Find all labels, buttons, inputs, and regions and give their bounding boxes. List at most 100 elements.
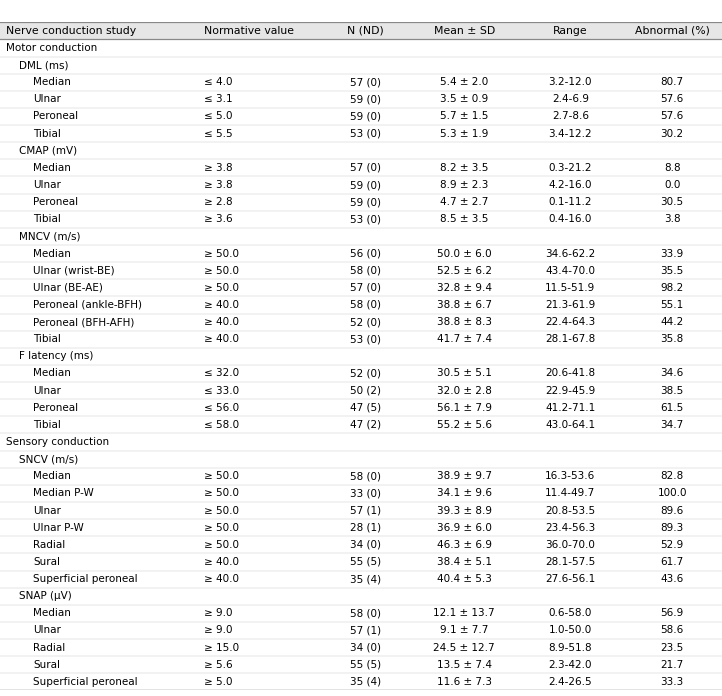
Text: 57.6: 57.6	[661, 111, 684, 122]
Text: Ulnar (BE-AE): Ulnar (BE-AE)	[33, 283, 103, 293]
Text: 36.0-70.0: 36.0-70.0	[545, 540, 596, 550]
Text: 5.3 ± 1.9: 5.3 ± 1.9	[440, 129, 489, 139]
Text: 38.4 ± 5.1: 38.4 ± 5.1	[437, 557, 492, 567]
Text: 8.9 ± 2.3: 8.9 ± 2.3	[440, 180, 489, 190]
Text: 55.1: 55.1	[661, 300, 684, 310]
Text: Sensory conduction: Sensory conduction	[6, 437, 109, 447]
Text: 41.2-71.1: 41.2-71.1	[545, 403, 596, 413]
Text: 3.4-12.2: 3.4-12.2	[549, 129, 592, 139]
Text: 98.2: 98.2	[661, 283, 684, 293]
Text: 28.1-57.5: 28.1-57.5	[545, 557, 596, 567]
Text: ≥ 9.0: ≥ 9.0	[204, 608, 232, 618]
Text: ≤ 32.0: ≤ 32.0	[204, 368, 240, 379]
Text: 59 (0): 59 (0)	[350, 111, 381, 122]
Text: 8.5 ± 3.5: 8.5 ± 3.5	[440, 214, 489, 224]
Text: Tibial: Tibial	[33, 420, 61, 430]
Text: ≥ 50.0: ≥ 50.0	[204, 523, 239, 532]
Text: 34.6: 34.6	[661, 368, 684, 379]
Text: ≥ 50.0: ≥ 50.0	[204, 540, 239, 550]
Text: 80.7: 80.7	[661, 77, 684, 87]
Text: 34.1 ± 9.6: 34.1 ± 9.6	[437, 489, 492, 498]
Text: Sural: Sural	[33, 660, 60, 670]
Text: 5.7 ± 1.5: 5.7 ± 1.5	[440, 111, 489, 122]
Text: 28.1-67.8: 28.1-67.8	[545, 334, 596, 345]
Text: 55 (5): 55 (5)	[350, 660, 381, 670]
Text: Median: Median	[33, 471, 71, 481]
Text: 34 (0): 34 (0)	[350, 540, 381, 550]
Text: ≥ 40.0: ≥ 40.0	[204, 557, 239, 567]
Text: 58 (0): 58 (0)	[350, 266, 381, 276]
Text: 3.2-12.0: 3.2-12.0	[549, 77, 592, 87]
Text: 2.4-6.9: 2.4-6.9	[552, 95, 589, 104]
Text: 34.6-62.2: 34.6-62.2	[545, 248, 596, 258]
Text: 39.3 ± 8.9: 39.3 ± 8.9	[437, 505, 492, 516]
Text: Ulnar (wrist-BE): Ulnar (wrist-BE)	[33, 266, 115, 276]
Text: Median P-W: Median P-W	[33, 489, 94, 498]
Text: Radial: Radial	[33, 540, 66, 550]
Text: 27.6-56.1: 27.6-56.1	[545, 574, 596, 584]
Text: 52 (0): 52 (0)	[350, 368, 381, 379]
Text: 32.8 ± 9.4: 32.8 ± 9.4	[437, 283, 492, 293]
Text: Ulnar P-W: Ulnar P-W	[33, 523, 84, 532]
Text: 21.3-61.9: 21.3-61.9	[545, 300, 596, 310]
Text: 46.3 ± 6.9: 46.3 ± 6.9	[437, 540, 492, 550]
Text: Abnormal (%): Abnormal (%)	[635, 26, 710, 35]
Text: Nerve conduction study: Nerve conduction study	[6, 26, 136, 35]
Text: Tibial: Tibial	[33, 129, 61, 139]
Text: 32.0 ± 2.8: 32.0 ± 2.8	[437, 386, 492, 395]
Text: 35 (4): 35 (4)	[350, 677, 381, 687]
Text: Mean ± SD: Mean ± SD	[434, 26, 495, 35]
Text: 2.4-26.5: 2.4-26.5	[549, 677, 592, 687]
Text: Superficial peroneal: Superficial peroneal	[33, 677, 138, 687]
Text: 53 (0): 53 (0)	[350, 334, 381, 345]
Text: ≥ 50.0: ≥ 50.0	[204, 266, 239, 276]
Text: ≥ 50.0: ≥ 50.0	[204, 248, 239, 258]
Text: ≤ 33.0: ≤ 33.0	[204, 386, 240, 395]
Text: 58.6: 58.6	[661, 626, 684, 635]
Text: SNAP (µV): SNAP (µV)	[19, 591, 71, 601]
Text: 30.5: 30.5	[661, 197, 684, 207]
Text: 58 (0): 58 (0)	[350, 471, 381, 481]
Text: 56 (0): 56 (0)	[350, 248, 381, 258]
Text: 47 (5): 47 (5)	[350, 403, 381, 413]
Text: 2.7-8.6: 2.7-8.6	[552, 111, 589, 122]
Text: 82.8: 82.8	[661, 471, 684, 481]
Text: 24.5 ± 12.7: 24.5 ± 12.7	[433, 642, 495, 653]
Text: 41.7 ± 7.4: 41.7 ± 7.4	[437, 334, 492, 345]
Text: ≥ 40.0: ≥ 40.0	[204, 317, 239, 327]
Text: ≤ 58.0: ≤ 58.0	[204, 420, 240, 430]
Text: ≥ 3.8: ≥ 3.8	[204, 180, 233, 190]
Text: Peroneal: Peroneal	[33, 111, 78, 122]
Text: Sural: Sural	[33, 557, 60, 567]
Text: ≥ 3.8: ≥ 3.8	[204, 163, 233, 173]
Text: 59 (0): 59 (0)	[350, 197, 381, 207]
Text: 35.5: 35.5	[661, 266, 684, 276]
Text: 34.7: 34.7	[661, 420, 684, 430]
Text: 44.2: 44.2	[661, 317, 684, 327]
Text: ≥ 9.0: ≥ 9.0	[204, 626, 232, 635]
Text: Median: Median	[33, 163, 71, 173]
Text: 58 (0): 58 (0)	[350, 300, 381, 310]
Text: 3.8: 3.8	[664, 214, 681, 224]
Text: 28 (1): 28 (1)	[350, 523, 381, 532]
Text: 38.9 ± 9.7: 38.9 ± 9.7	[437, 471, 492, 481]
Text: 4.2-16.0: 4.2-16.0	[549, 180, 592, 190]
Text: 57 (0): 57 (0)	[350, 163, 381, 173]
Text: 8.2 ± 3.5: 8.2 ± 3.5	[440, 163, 489, 173]
Text: 3.5 ± 0.9: 3.5 ± 0.9	[440, 95, 488, 104]
Text: Superficial peroneal: Superficial peroneal	[33, 574, 138, 584]
Text: 52.5 ± 6.2: 52.5 ± 6.2	[437, 266, 492, 276]
Text: 2.3-42.0: 2.3-42.0	[549, 660, 592, 670]
Text: 23.4-56.3: 23.4-56.3	[545, 523, 596, 532]
Text: Range: Range	[553, 26, 588, 35]
Text: ≥ 40.0: ≥ 40.0	[204, 574, 239, 584]
Text: Ulnar: Ulnar	[33, 626, 61, 635]
Text: 61.7: 61.7	[661, 557, 684, 567]
Text: ≥ 50.0: ≥ 50.0	[204, 505, 239, 516]
Text: 11.6 ± 7.3: 11.6 ± 7.3	[437, 677, 492, 687]
Text: 38.8 ± 8.3: 38.8 ± 8.3	[437, 317, 492, 327]
Text: 57 (0): 57 (0)	[350, 283, 381, 293]
Text: 47 (2): 47 (2)	[350, 420, 381, 430]
Text: 40.4 ± 5.3: 40.4 ± 5.3	[437, 574, 492, 584]
Text: 30.2: 30.2	[661, 129, 684, 139]
